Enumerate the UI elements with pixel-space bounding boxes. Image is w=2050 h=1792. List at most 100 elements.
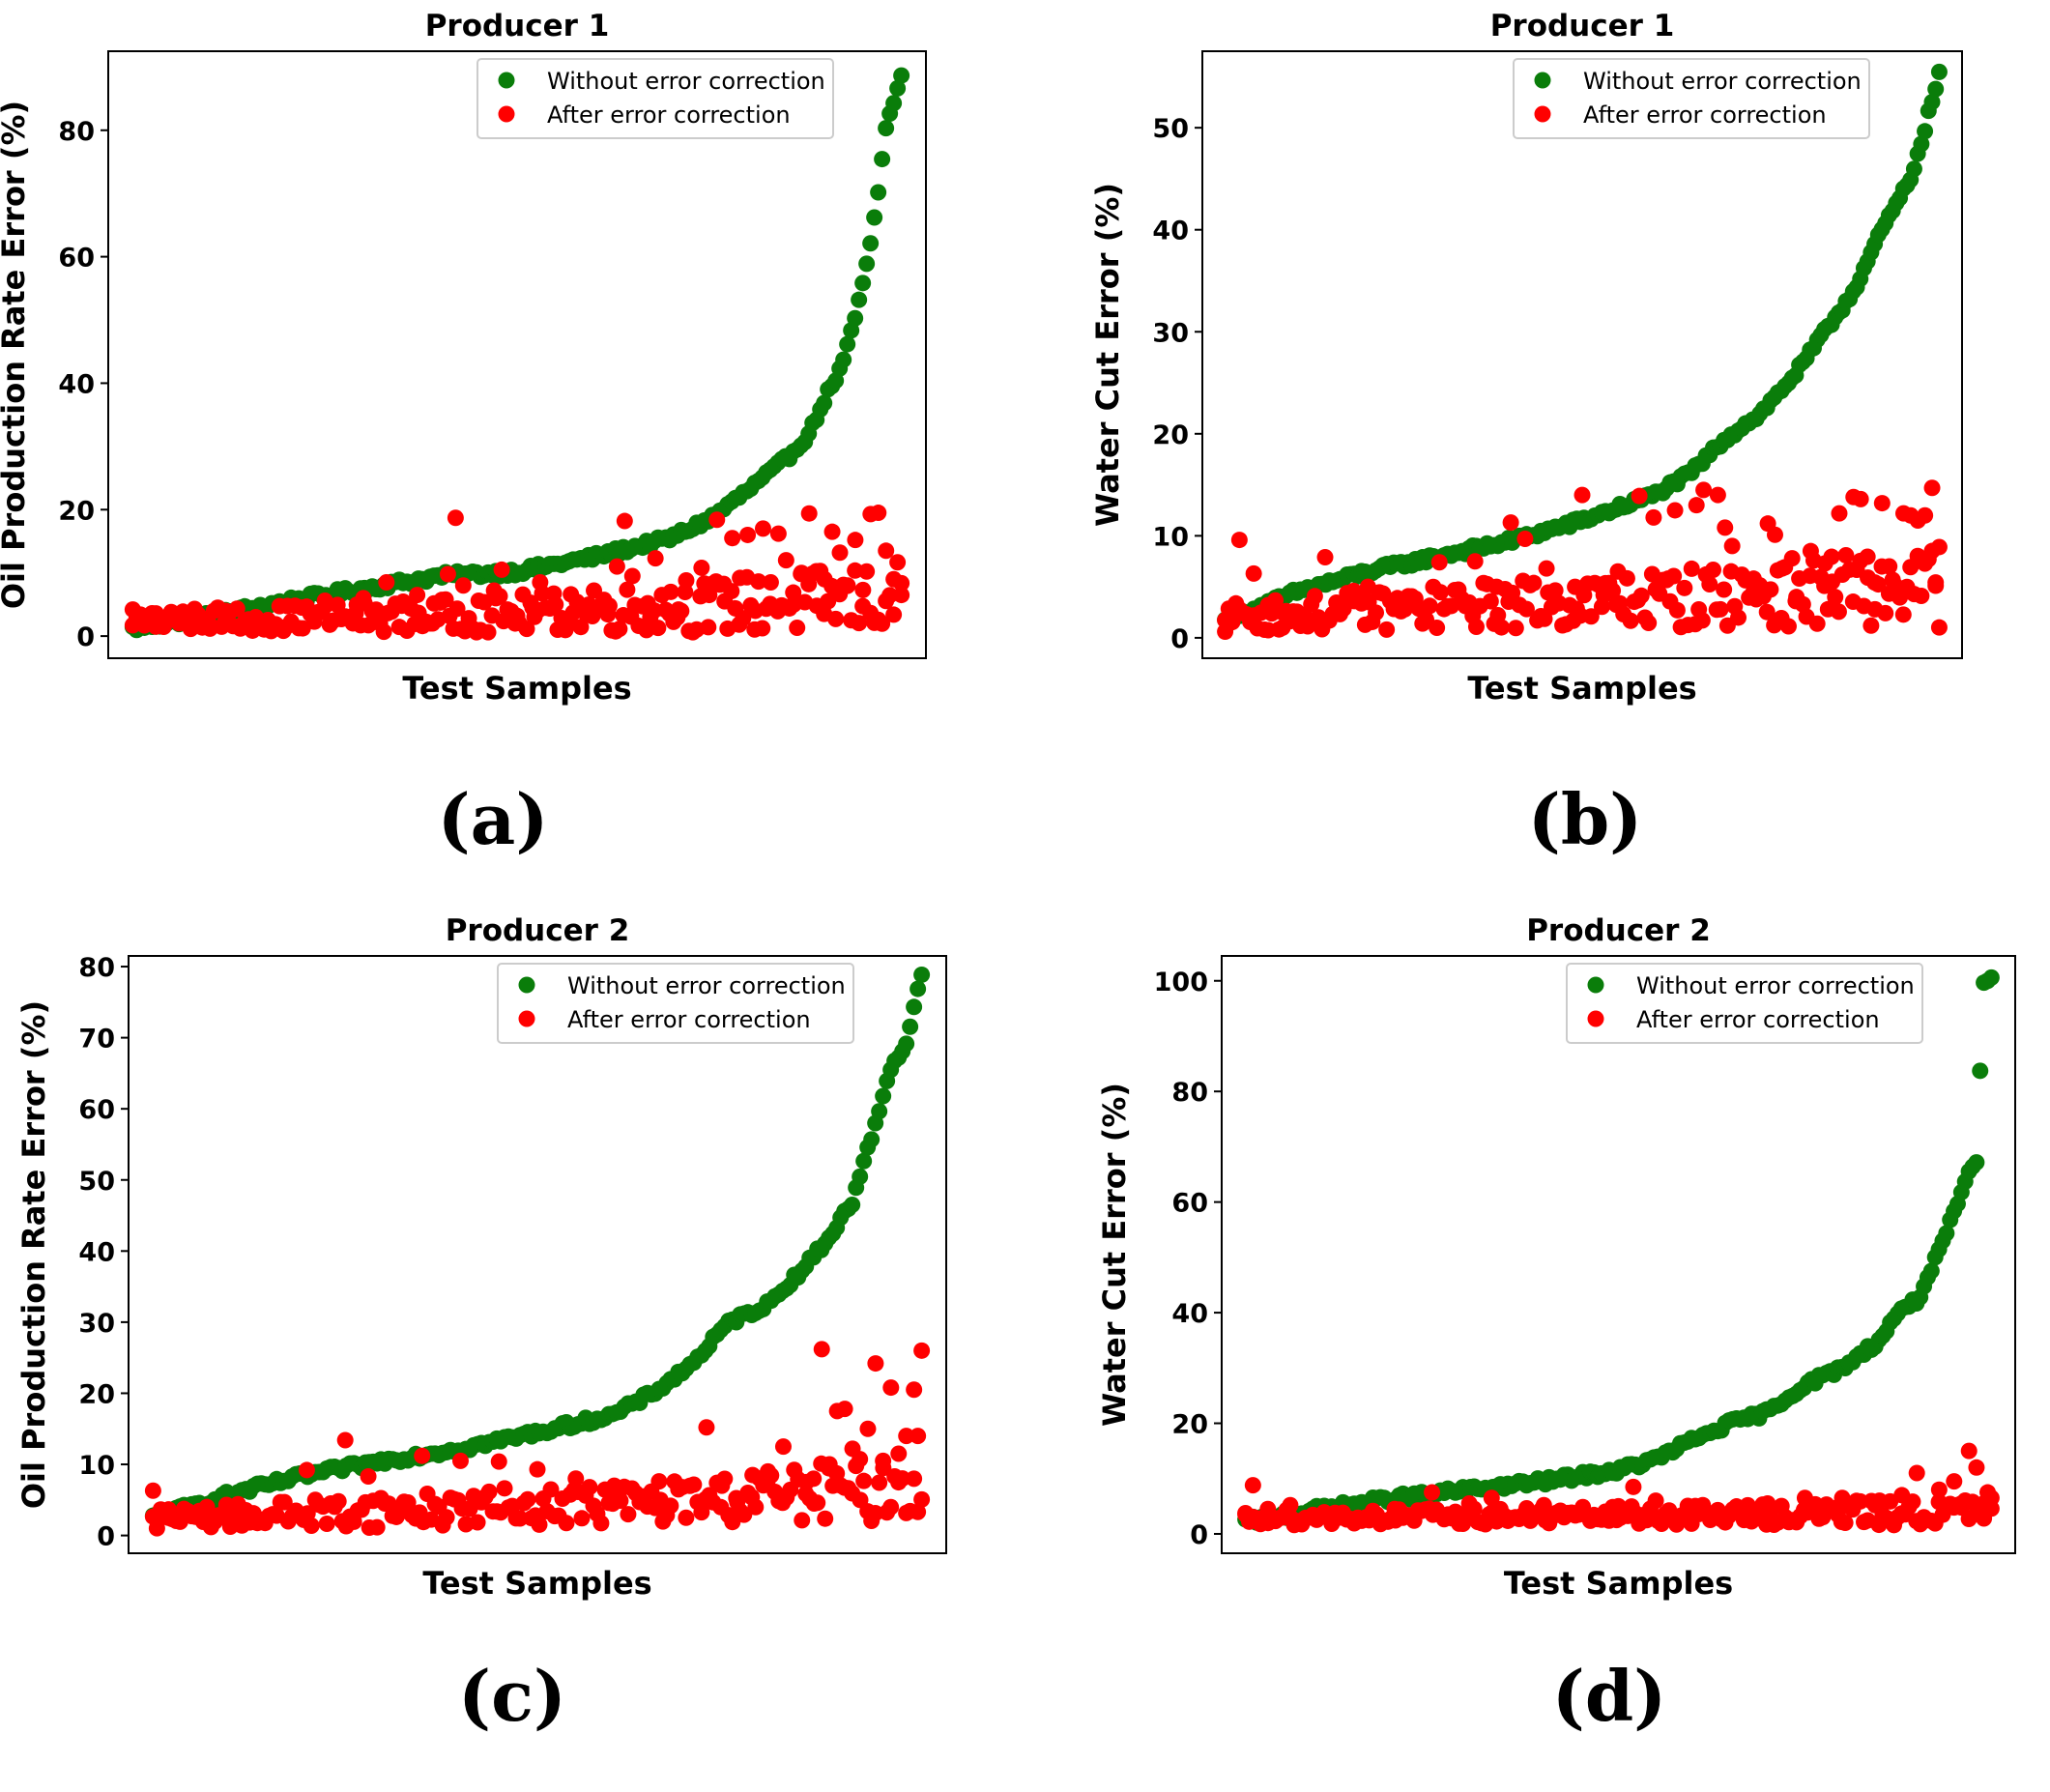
point-without-correction — [1905, 160, 1922, 178]
y-tick-label: 10 — [78, 1451, 115, 1481]
point-after-correction — [518, 621, 535, 638]
point-after-correction — [1282, 1496, 1299, 1514]
point-after-correction — [1833, 1489, 1851, 1507]
point-without-correction — [1982, 968, 2000, 986]
point-after-correction — [774, 1438, 792, 1456]
point-after-correction — [1766, 526, 1783, 543]
point-after-correction — [1274, 604, 1291, 621]
point-after-correction — [817, 1510, 834, 1527]
point-after-correction — [1424, 1484, 1441, 1501]
point-after-correction — [496, 1480, 513, 1497]
legend-marker-without — [518, 976, 535, 994]
y-tick-label: 40 — [78, 1237, 115, 1267]
y-tick-label: 60 — [58, 244, 95, 274]
legend-box — [476, 58, 834, 139]
point-after-correction — [1968, 1459, 1985, 1476]
chart-b: Producer 1 Test Samples Water Cut Error (%… — [1089, 9, 1963, 707]
point-after-correction — [347, 605, 364, 622]
legend-marker-after — [1534, 105, 1551, 123]
point-after-correction — [178, 605, 195, 622]
point-after-correction — [247, 608, 265, 625]
point-after-correction — [823, 523, 841, 540]
point-after-correction — [316, 592, 333, 609]
point-after-correction — [1429, 620, 1446, 637]
point-after-correction — [859, 1420, 877, 1437]
point-after-correction — [263, 622, 280, 640]
point-after-correction — [1873, 495, 1891, 512]
point-after-correction — [447, 509, 464, 527]
y-tick-label: 70 — [78, 1025, 115, 1055]
point-without-correction — [1938, 1225, 1955, 1242]
point-after-correction — [851, 615, 868, 632]
point-without-correction — [855, 1152, 873, 1170]
point-after-correction — [431, 593, 448, 611]
point-after-correction — [355, 590, 372, 607]
point-after-correction — [1502, 514, 1519, 532]
point-after-correction — [1808, 615, 1826, 632]
point-after-correction — [836, 1401, 853, 1418]
point-after-correction — [277, 618, 295, 635]
point-after-correction — [159, 1509, 177, 1526]
point-without-correction — [1913, 135, 1930, 153]
point-after-correction — [370, 614, 388, 631]
point-after-correction — [698, 1419, 715, 1436]
point-after-correction — [332, 610, 349, 627]
point-after-correction — [885, 570, 903, 588]
point-after-correction — [736, 1506, 753, 1523]
point-after-correction — [1930, 1481, 1948, 1498]
point-after-correction — [578, 605, 595, 622]
point-after-correction — [701, 587, 718, 604]
point-after-correction — [1378, 621, 1396, 638]
point-after-correction — [793, 564, 810, 582]
point-after-correction — [1852, 490, 1869, 507]
legend-label-without: Without error correction — [547, 68, 825, 95]
point-after-correction — [524, 599, 541, 617]
point-after-correction — [794, 1512, 811, 1529]
point-without-correction — [1930, 63, 1948, 80]
point-after-correction — [1695, 481, 1713, 499]
point-after-correction — [839, 577, 856, 594]
point-after-correction — [906, 1381, 923, 1399]
point-after-correction — [619, 581, 636, 598]
point-after-correction — [693, 1504, 710, 1521]
point-after-correction — [747, 1498, 765, 1516]
point-after-correction — [1386, 1500, 1403, 1517]
point-after-correction — [847, 532, 864, 549]
point-after-correction — [1745, 570, 1762, 588]
point-without-correction — [851, 291, 868, 308]
point-without-correction — [863, 1131, 881, 1148]
point-after-correction — [448, 600, 466, 618]
y-tick-label: 40 — [1171, 1299, 1208, 1329]
chart-c: Producer 2 Test Samples Oil Production Rat… — [15, 913, 947, 1602]
point-after-correction — [913, 1342, 931, 1359]
point-after-correction — [670, 601, 687, 619]
point-after-correction — [1908, 1464, 1925, 1482]
chart-d: Producer 2 Test Samples Water Cut Error (%… — [1096, 913, 2016, 1602]
point-after-correction — [147, 618, 164, 635]
legend-label-without: Without error correction — [567, 972, 846, 999]
point-after-correction — [148, 1519, 165, 1537]
point-after-correction — [217, 614, 234, 631]
point-without-correction — [847, 309, 864, 327]
y-tick-label: 80 — [78, 953, 115, 983]
point-after-correction — [1927, 577, 1945, 594]
point-after-correction — [747, 602, 765, 620]
point-after-correction — [1701, 575, 1718, 593]
point-after-correction — [592, 1515, 610, 1532]
point-after-correction — [1595, 587, 1612, 604]
point-after-correction — [1923, 479, 1941, 497]
point-after-correction — [608, 558, 625, 575]
point-after-correction — [1546, 582, 1564, 599]
data-points — [1217, 63, 1948, 641]
point-after-correction — [650, 1473, 668, 1490]
panel-c: Producer 2 Test Samples Oil Production Rat… — [0, 896, 1025, 1792]
point-after-correction — [1717, 519, 1734, 536]
point-after-correction — [777, 552, 794, 569]
point-after-correction — [1859, 548, 1876, 565]
legend: Without error correction After error corr… — [476, 58, 834, 139]
point-after-correction — [1688, 497, 1705, 514]
point-after-correction — [511, 1510, 529, 1527]
point-without-correction — [1923, 94, 1941, 111]
point-after-correction — [1259, 1500, 1277, 1517]
legend-label-after: After error correction — [1583, 101, 1827, 129]
